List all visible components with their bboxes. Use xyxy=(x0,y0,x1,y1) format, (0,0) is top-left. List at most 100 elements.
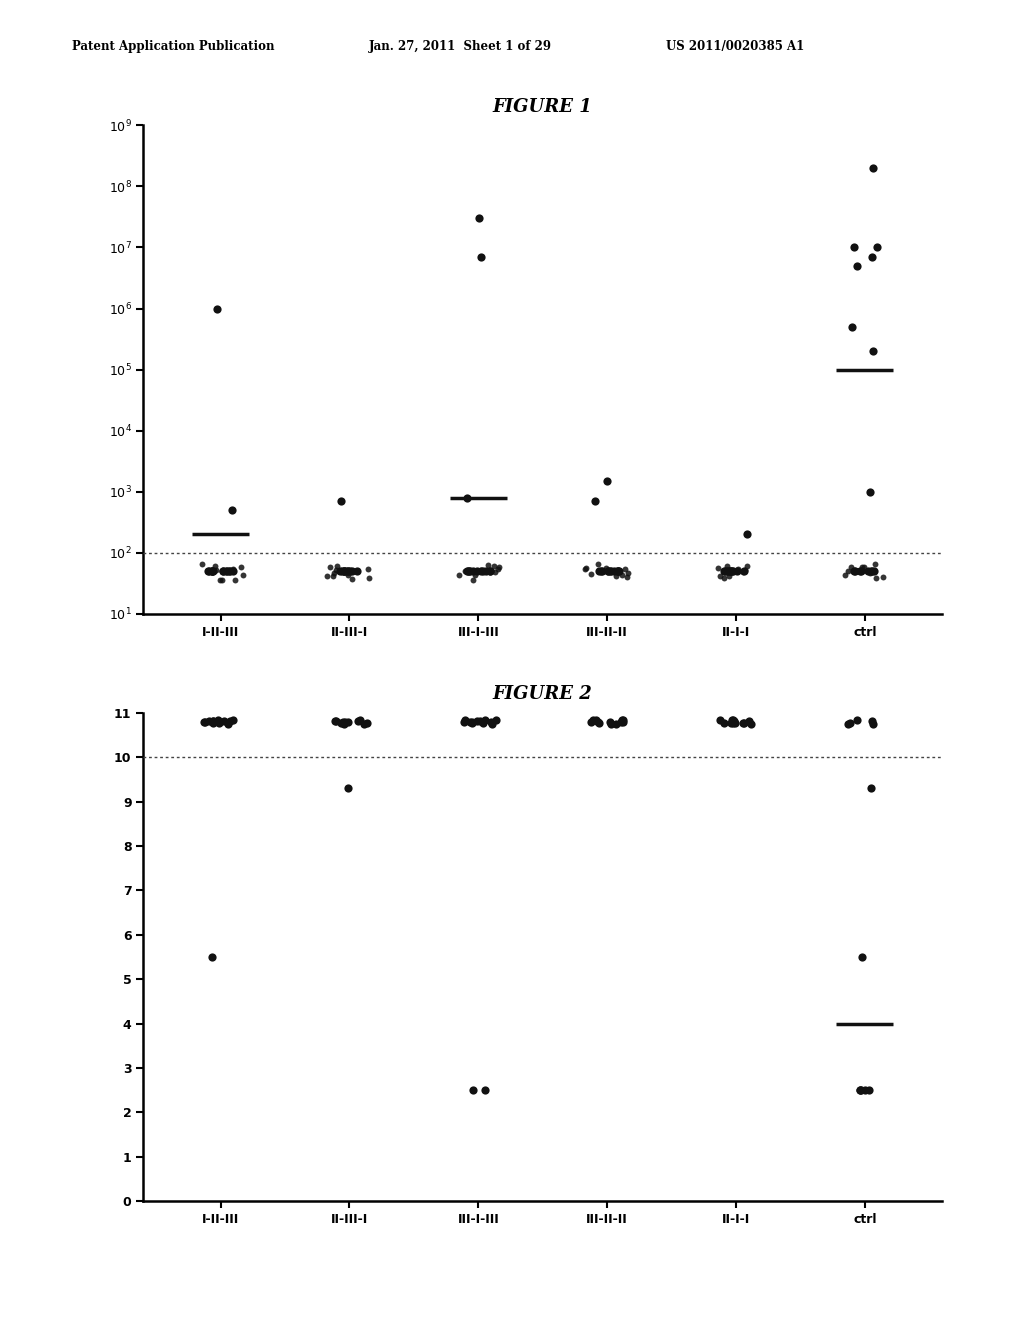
Point xyxy=(725,561,741,582)
Point xyxy=(716,561,732,582)
Point xyxy=(344,561,360,582)
Point xyxy=(849,709,865,730)
Point xyxy=(464,711,480,733)
Point xyxy=(464,713,480,734)
Point xyxy=(864,341,881,362)
Point xyxy=(475,713,492,734)
Point xyxy=(862,562,879,583)
Point xyxy=(361,568,378,589)
Point xyxy=(338,561,354,582)
Point xyxy=(214,569,230,590)
Point xyxy=(486,561,503,582)
Point xyxy=(215,561,231,582)
Point xyxy=(614,711,631,733)
Point xyxy=(344,568,360,589)
Point xyxy=(849,560,865,581)
Point xyxy=(864,711,881,733)
Point xyxy=(211,713,227,734)
Point xyxy=(482,561,499,582)
Point xyxy=(339,711,355,733)
Point xyxy=(481,561,498,582)
Point xyxy=(326,562,342,583)
Point xyxy=(224,709,241,730)
Point xyxy=(335,711,351,733)
Point xyxy=(852,561,868,582)
Point xyxy=(318,565,335,586)
Point xyxy=(722,561,738,582)
Title: FIGURE 2: FIGURE 2 xyxy=(493,685,593,704)
Point xyxy=(609,561,626,582)
Point xyxy=(483,711,500,733)
Point xyxy=(598,557,614,578)
Point xyxy=(224,561,241,582)
Point xyxy=(840,713,856,734)
Point xyxy=(215,561,231,582)
Point xyxy=(608,713,625,734)
Point xyxy=(601,711,617,733)
Point xyxy=(220,713,237,734)
Point xyxy=(854,946,870,968)
Text: Patent Application Publication: Patent Application Publication xyxy=(72,40,274,53)
Point xyxy=(736,711,753,733)
Point xyxy=(470,207,486,228)
Point xyxy=(205,713,221,734)
Point xyxy=(867,553,884,574)
Point xyxy=(869,236,886,257)
Text: US 2011/0020385 A1: US 2011/0020385 A1 xyxy=(666,40,804,53)
Point xyxy=(863,561,880,582)
Point xyxy=(609,561,626,582)
Point xyxy=(194,553,210,574)
Point xyxy=(210,710,226,731)
Point xyxy=(462,561,478,582)
Point xyxy=(846,561,862,582)
Point xyxy=(332,561,348,582)
Point xyxy=(218,561,234,582)
Point xyxy=(322,556,338,577)
Point xyxy=(335,713,351,734)
Point xyxy=(472,560,488,581)
Point xyxy=(457,560,473,581)
Point xyxy=(469,561,485,582)
Point xyxy=(844,317,860,338)
Point xyxy=(201,711,217,733)
Point xyxy=(205,710,221,731)
Point xyxy=(197,711,213,733)
Point xyxy=(720,561,736,582)
Point xyxy=(852,1080,868,1101)
Point xyxy=(472,247,488,268)
Point xyxy=(856,1080,872,1101)
Point xyxy=(209,298,225,319)
Point xyxy=(724,710,740,731)
Point xyxy=(837,565,853,586)
Point xyxy=(722,561,738,582)
Point xyxy=(488,709,505,730)
Point xyxy=(464,1080,480,1101)
Point xyxy=(329,556,345,577)
Point xyxy=(227,570,244,591)
Point xyxy=(473,561,489,582)
Point xyxy=(476,1080,493,1101)
Point xyxy=(460,561,476,582)
Point xyxy=(327,710,343,731)
Point xyxy=(599,470,615,491)
Point xyxy=(847,561,863,582)
Point xyxy=(717,561,733,582)
Point xyxy=(735,713,752,734)
Point xyxy=(351,710,368,731)
Point xyxy=(716,568,732,589)
Point xyxy=(340,564,356,585)
Point xyxy=(490,556,507,577)
Point xyxy=(743,713,760,734)
Point xyxy=(333,711,349,733)
Point xyxy=(843,556,859,577)
Point xyxy=(842,713,858,734)
Point xyxy=(736,560,753,581)
Point xyxy=(719,556,735,577)
Point xyxy=(853,1080,869,1101)
Point xyxy=(359,558,376,579)
Point xyxy=(336,561,352,582)
Point xyxy=(725,709,741,730)
Point xyxy=(863,247,880,268)
Point xyxy=(854,556,870,577)
Title: FIGURE 1: FIGURE 1 xyxy=(493,98,593,116)
